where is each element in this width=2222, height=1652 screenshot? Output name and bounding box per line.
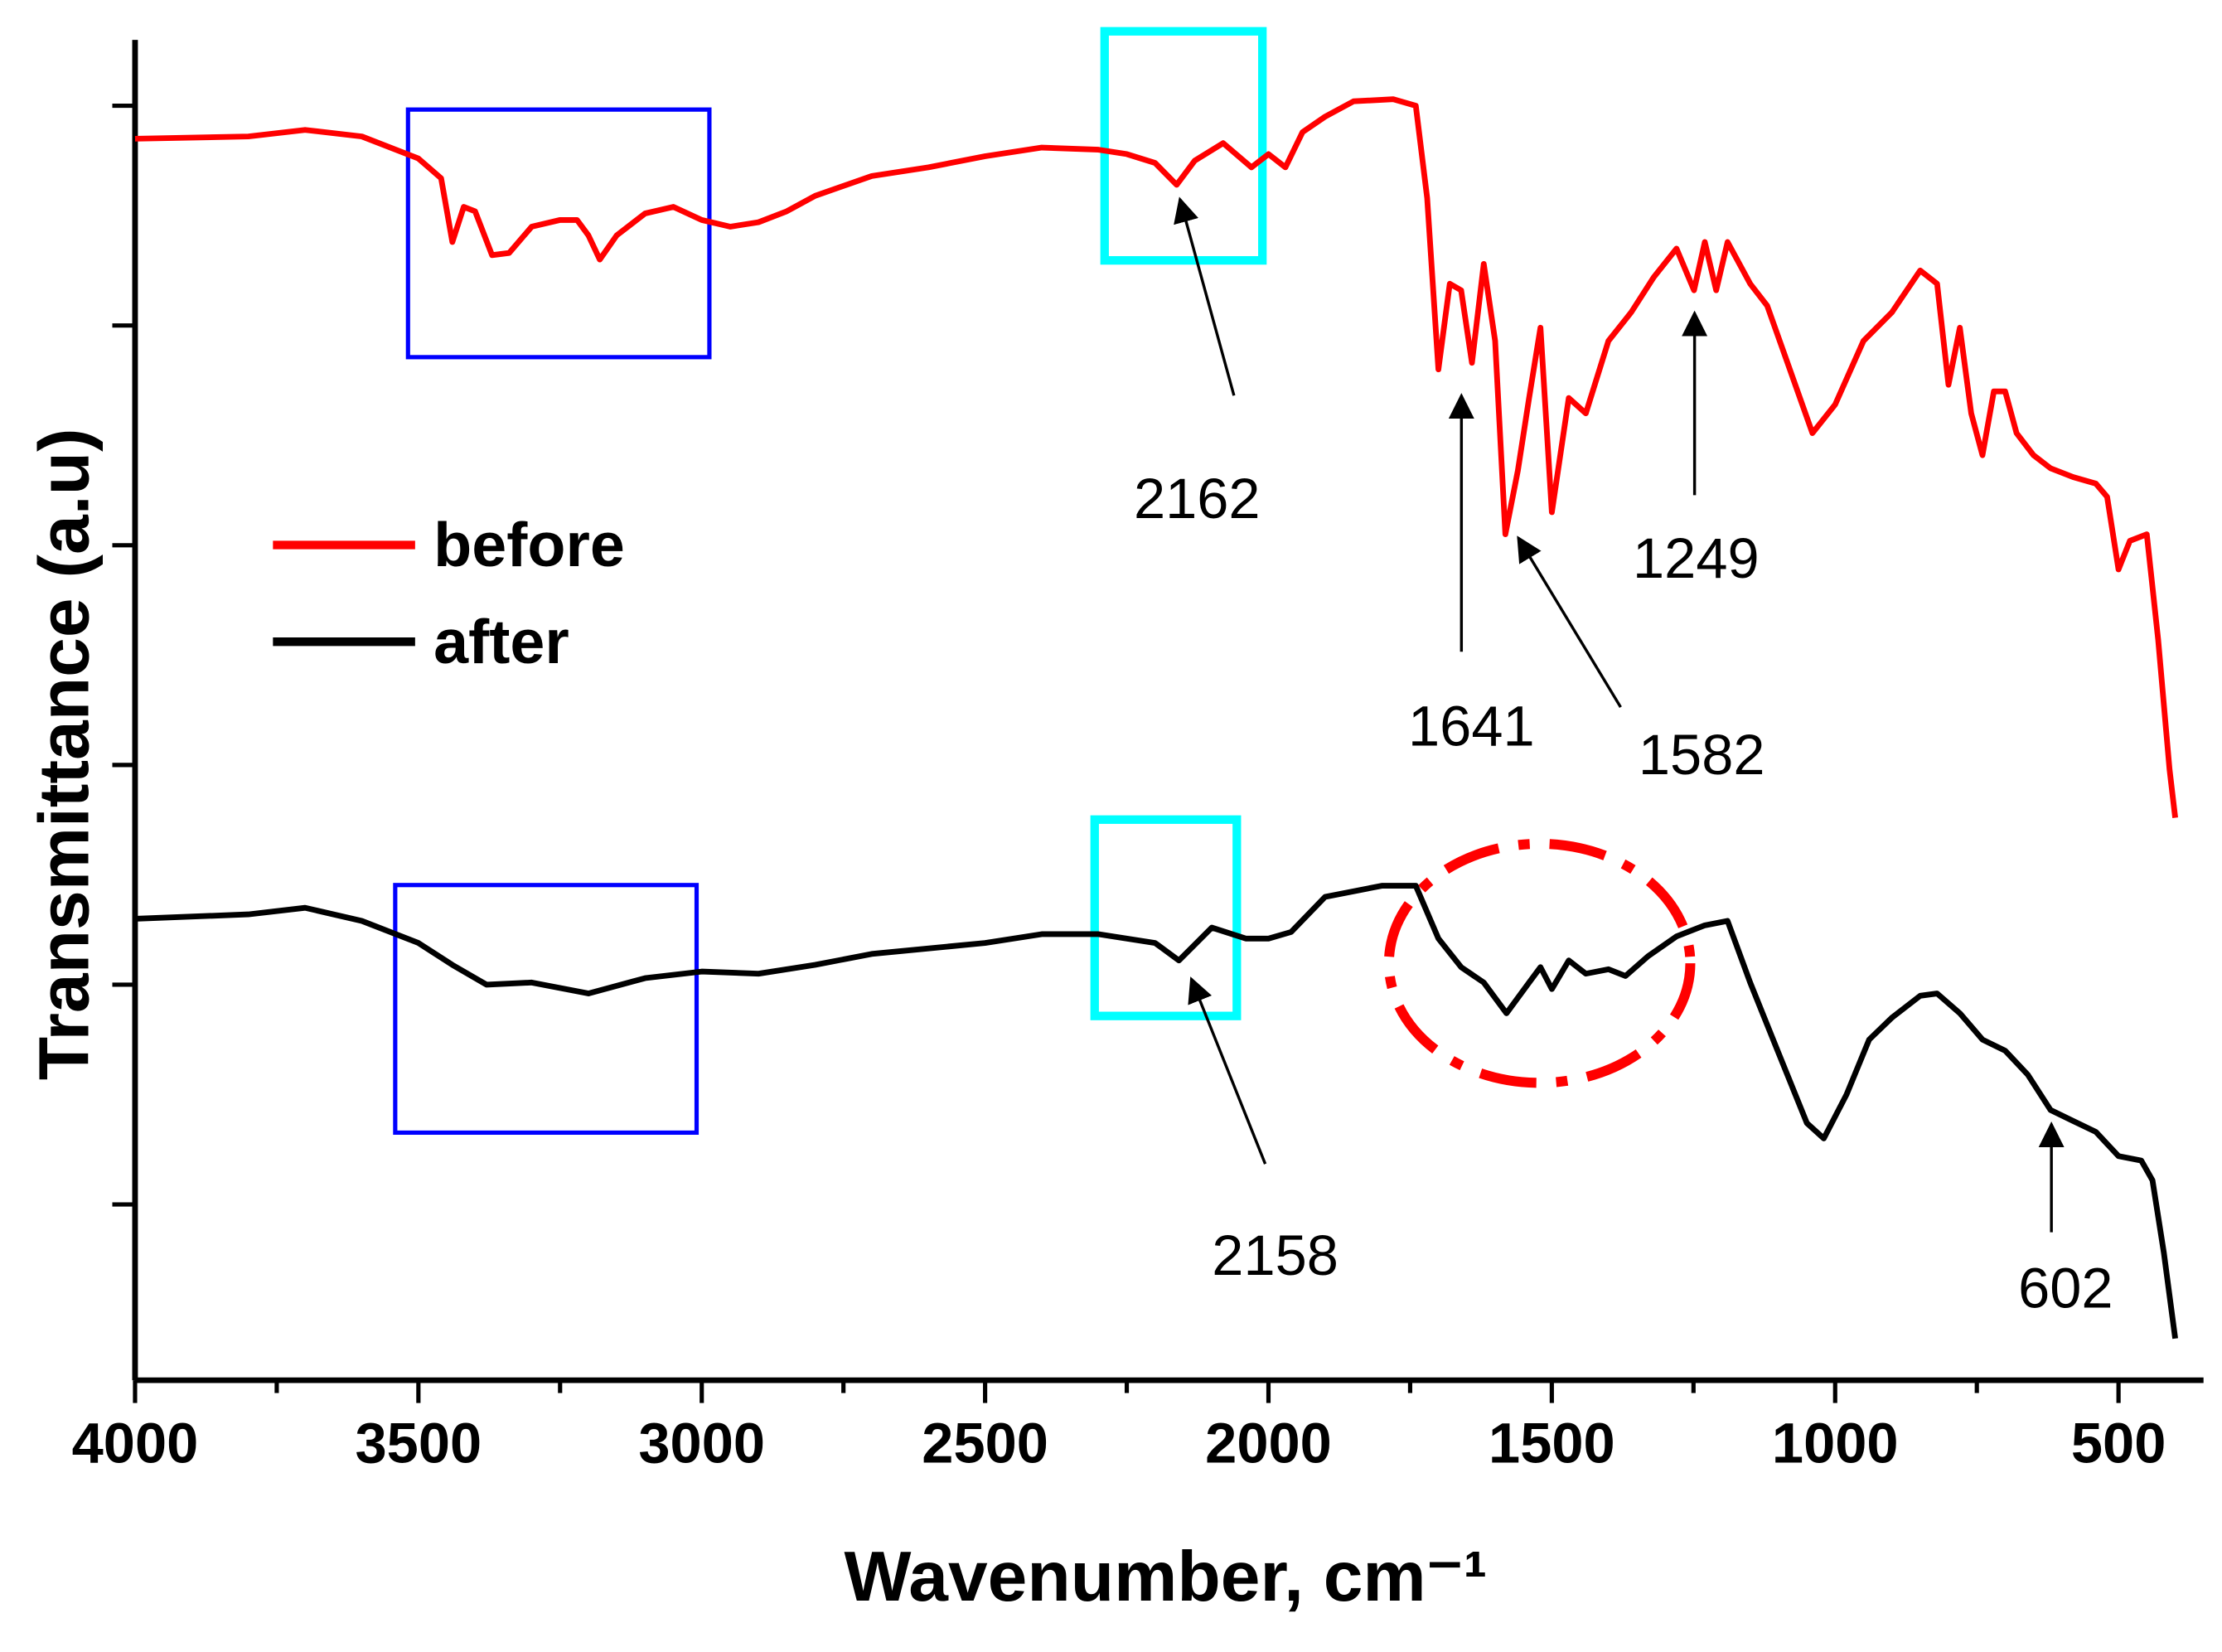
x-axis-label: Wavenumber, cm⁻¹ — [845, 1537, 1488, 1616]
annotation: 2162 — [1134, 467, 1261, 530]
annotation-arrow — [1188, 976, 1267, 1165]
annotation: 1582 — [1639, 723, 1765, 787]
legend-label: before — [433, 510, 625, 579]
annotation-arrow — [1517, 535, 1622, 709]
highlight-ellipse — [1383, 838, 1696, 1088]
annotation: 1641 — [1408, 694, 1535, 758]
annotation: 2158 — [1212, 1223, 1339, 1287]
x-tick-label: 3500 — [356, 1412, 482, 1475]
series-line — [134, 96, 2178, 818]
highlight-box — [1100, 27, 1267, 265]
annotation-arrow — [1174, 196, 1236, 396]
x-tick-label: 1000 — [1772, 1412, 1899, 1475]
x-tick-label: 1500 — [1489, 1412, 1615, 1475]
x-tick-label: 3000 — [638, 1412, 765, 1475]
legend-label: after — [433, 607, 569, 676]
annotation: 1249 — [1633, 526, 1760, 590]
highlight-box — [393, 883, 700, 1136]
x-tick-label: 2000 — [1205, 1412, 1332, 1475]
annotation: 602 — [2018, 1257, 2113, 1320]
x-tick-label: 2500 — [922, 1412, 1048, 1475]
x-tick-label: 500 — [2071, 1412, 2166, 1475]
highlight-box — [1090, 815, 1242, 1020]
highlight-box — [405, 107, 712, 360]
y-axis-label: Transmittance (a.u) — [24, 428, 104, 1080]
series-line — [134, 883, 2178, 1340]
x-tick-label: 4000 — [72, 1412, 199, 1475]
